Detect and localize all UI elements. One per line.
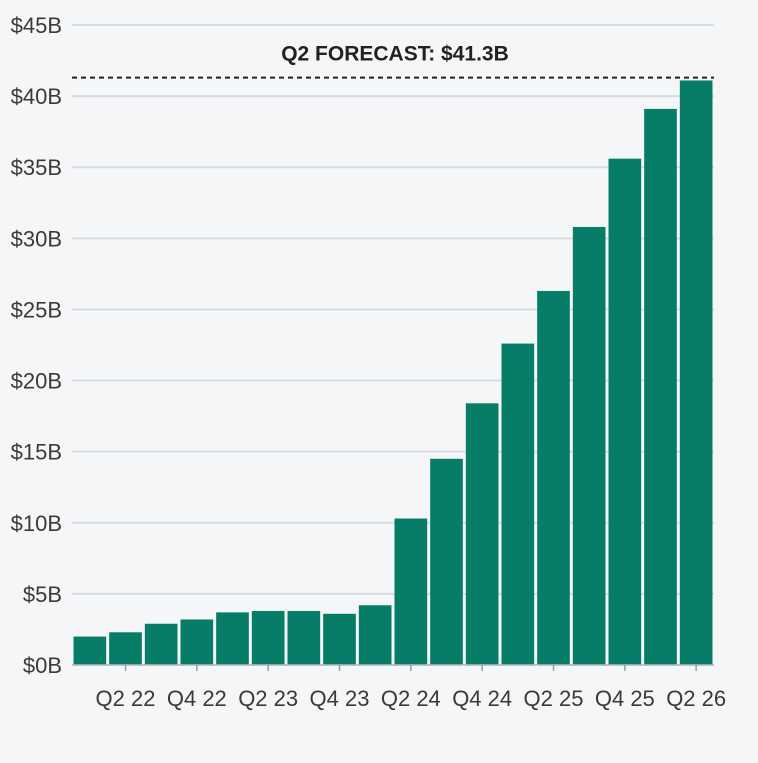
y-tick-label: $30B xyxy=(11,226,62,251)
bar xyxy=(251,610,285,665)
bar xyxy=(608,158,642,665)
annotations: Q2 FORECAST: $41.3B xyxy=(72,43,714,79)
bar xyxy=(465,403,499,665)
bar xyxy=(358,605,392,665)
x-tick-label: Q4 24 xyxy=(452,686,512,711)
bar xyxy=(180,619,214,665)
y-tick-label: $35B xyxy=(11,155,62,180)
bar xyxy=(537,290,570,665)
forecast-label: Q2 FORECAST: $41.3B xyxy=(281,43,509,66)
x-tick-label: Q2 22 xyxy=(96,686,156,711)
x-tick-label: Q4 23 xyxy=(310,686,370,711)
y-tick-label: $25B xyxy=(11,297,62,322)
y-tick-label: $20B xyxy=(11,369,62,394)
bar xyxy=(73,636,107,665)
bar xyxy=(679,80,713,665)
y-tick-label: $10B xyxy=(11,511,62,536)
y-tick-label: $45B xyxy=(11,13,62,38)
axes: $0B $5B $10B $15B $20B $25B $30B $35B $40B $45B Q2… xyxy=(11,13,727,711)
bar xyxy=(216,612,249,665)
y-tick-label: $0B xyxy=(23,653,62,678)
bar xyxy=(144,623,178,665)
y-tick-label: $40B xyxy=(11,84,62,109)
bar xyxy=(501,343,535,665)
bar xyxy=(287,610,321,665)
bar xyxy=(572,226,606,665)
bar xyxy=(323,613,356,665)
x-tick-label: Q2 25 xyxy=(524,686,584,711)
x-tick-label: Q4 22 xyxy=(167,686,227,711)
bar xyxy=(644,108,677,665)
x-tick-label: Q2 26 xyxy=(666,686,726,711)
bar xyxy=(109,632,142,665)
y-tick-label: $5B xyxy=(23,582,62,607)
x-tick-label: Q4 25 xyxy=(595,686,655,711)
x-tick-label: Q2 23 xyxy=(238,686,298,711)
bar xyxy=(430,458,463,665)
x-tick-label: Q2 24 xyxy=(381,686,441,711)
bars xyxy=(73,80,713,665)
gridlines xyxy=(72,24,714,666)
y-tick-label: $15B xyxy=(11,440,62,465)
bar xyxy=(394,518,428,665)
